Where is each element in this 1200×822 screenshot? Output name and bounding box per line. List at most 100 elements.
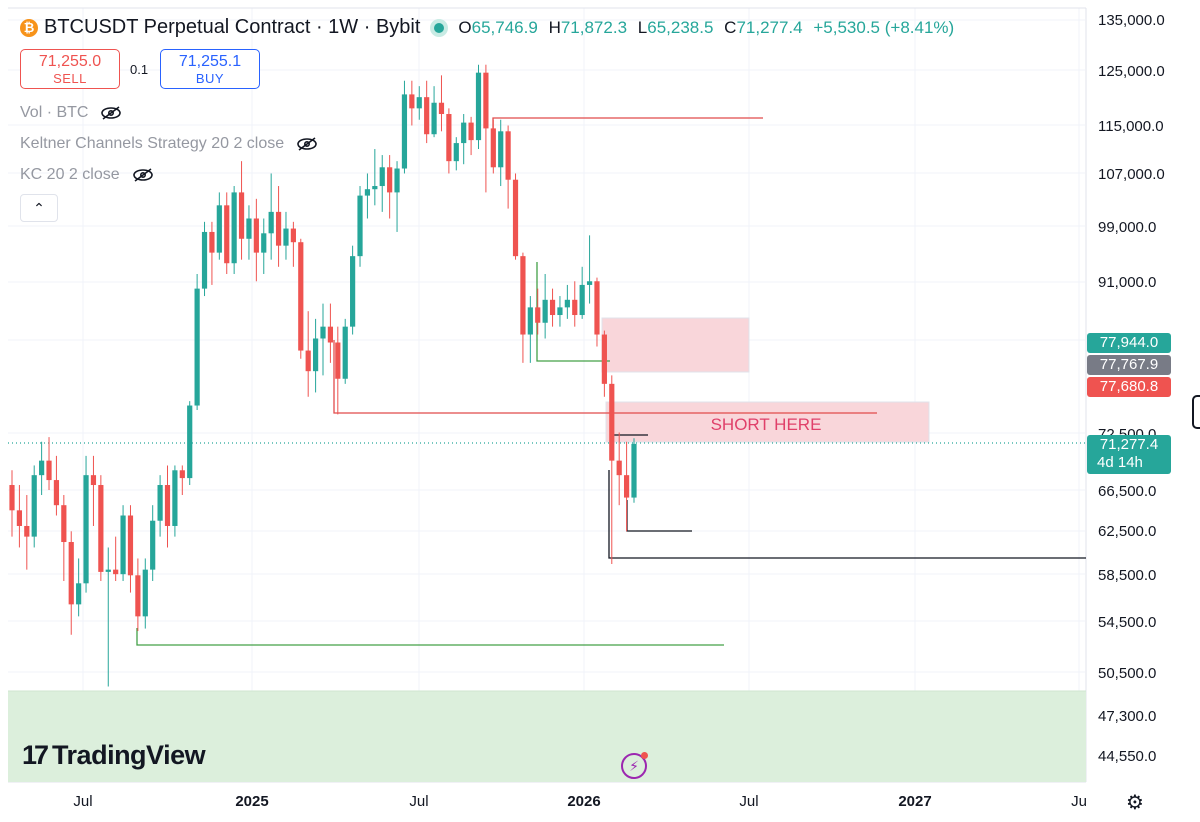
candle-body[interactable] bbox=[424, 97, 430, 135]
candle-body[interactable] bbox=[320, 326, 326, 339]
candles[interactable] bbox=[9, 64, 637, 687]
candle-body[interactable] bbox=[290, 228, 296, 243]
legend-vol[interactable]: Vol · BTC bbox=[20, 104, 122, 122]
legend-kc[interactable]: KC 20 2 close bbox=[20, 166, 154, 184]
candle-body[interactable] bbox=[216, 205, 222, 253]
demand-zone[interactable] bbox=[8, 691, 1086, 782]
supply-zone-upper[interactable] bbox=[601, 317, 750, 373]
candle-body[interactable] bbox=[409, 94, 415, 109]
candle-body[interactable] bbox=[335, 342, 341, 379]
candle-body[interactable] bbox=[549, 299, 556, 316]
hidden-eye-icon[interactable] bbox=[296, 137, 318, 151]
candle-body[interactable] bbox=[268, 211, 274, 234]
candle-body[interactable] bbox=[438, 102, 445, 115]
candle-body[interactable] bbox=[120, 515, 126, 575]
candle-body[interactable] bbox=[90, 475, 97, 486]
candle-body[interactable] bbox=[261, 233, 267, 253]
candle-body[interactable] bbox=[68, 542, 74, 605]
candle-body[interactable] bbox=[61, 505, 67, 543]
hidden-eye-icon[interactable] bbox=[100, 106, 122, 120]
candle-body[interactable] bbox=[379, 167, 385, 187]
candle-body[interactable] bbox=[579, 284, 585, 316]
candle-body[interactable] bbox=[535, 307, 541, 323]
hidden-eye-icon[interactable] bbox=[132, 168, 154, 182]
candle-body[interactable] bbox=[305, 350, 311, 372]
candle-body[interactable] bbox=[142, 569, 148, 617]
candle-body[interactable] bbox=[39, 460, 45, 476]
candle-body[interactable] bbox=[253, 218, 259, 253]
candle-body[interactable] bbox=[135, 575, 141, 617]
price-axis[interactable]: 135,000.0 125,000.0 115,000.0 107,000.0 … bbox=[1098, 12, 1165, 765]
candle-body[interactable] bbox=[586, 281, 593, 285]
candle-body[interactable] bbox=[594, 281, 600, 335]
symbol-title[interactable]: BTCUSDT Perpetual Contract · 1W · Bybit bbox=[44, 16, 421, 38]
candle-body[interactable] bbox=[527, 307, 533, 335]
candle-body[interactable] bbox=[557, 307, 563, 316]
candle-body[interactable] bbox=[179, 470, 185, 479]
candle-body[interactable] bbox=[238, 192, 245, 239]
candle-body[interactable] bbox=[150, 520, 156, 570]
buy-button[interactable]: 71,255.1 BUY bbox=[160, 49, 260, 89]
candle-body[interactable] bbox=[283, 228, 289, 246]
candle-body[interactable] bbox=[468, 122, 474, 141]
candle-body[interactable] bbox=[83, 475, 89, 584]
candle-body[interactable] bbox=[157, 485, 163, 521]
candle-body[interactable] bbox=[364, 189, 371, 196]
candle-body[interactable] bbox=[342, 326, 348, 379]
candle-body[interactable] bbox=[201, 231, 208, 289]
candle-body[interactable] bbox=[113, 569, 119, 575]
candle-body[interactable] bbox=[498, 131, 504, 168]
candle-body[interactable] bbox=[31, 475, 37, 537]
settings-gear-icon[interactable]: ⚙ bbox=[1126, 792, 1144, 814]
candle-body[interactable] bbox=[623, 475, 630, 498]
time-axis[interactable]: Jul 2025 Jul 2026 Jul 2027 Ju bbox=[73, 793, 1087, 810]
candle-body[interactable] bbox=[631, 443, 637, 498]
legend-keltner-strategy[interactable]: Keltner Channels Strategy 20 2 close bbox=[20, 135, 318, 153]
lightning-icon[interactable]: ⚡ bbox=[621, 752, 648, 779]
candle-body[interactable] bbox=[446, 114, 452, 162]
candle-body[interactable] bbox=[98, 485, 104, 572]
candle-body[interactable] bbox=[187, 405, 193, 479]
candle-body[interactable] bbox=[357, 195, 363, 257]
candle-body[interactable] bbox=[616, 460, 622, 476]
candle-body[interactable] bbox=[453, 143, 459, 162]
candle-body[interactable] bbox=[542, 299, 548, 323]
candle-body[interactable] bbox=[275, 211, 282, 246]
candle-body[interactable] bbox=[387, 167, 393, 193]
candle-body[interactable] bbox=[53, 480, 60, 506]
candle-body[interactable] bbox=[312, 338, 319, 372]
candle-body[interactable] bbox=[520, 256, 526, 335]
candle-body[interactable] bbox=[350, 256, 356, 327]
candle-body[interactable] bbox=[231, 192, 237, 264]
candle-body[interactable] bbox=[490, 128, 496, 168]
candle-body[interactable] bbox=[172, 470, 178, 526]
candle-body[interactable] bbox=[512, 179, 519, 257]
candle-body[interactable] bbox=[601, 334, 607, 384]
candle-body[interactable] bbox=[194, 288, 200, 406]
candle-body[interactable] bbox=[372, 186, 378, 190]
collapse-legend-button[interactable]: ⌃ bbox=[20, 194, 58, 222]
candle-body[interactable] bbox=[298, 242, 304, 351]
candle-body[interactable] bbox=[127, 515, 134, 576]
candle-body[interactable] bbox=[394, 168, 400, 193]
candle-body[interactable] bbox=[572, 299, 578, 316]
candle-body[interactable] bbox=[461, 122, 467, 144]
candle-body[interactable] bbox=[76, 583, 82, 605]
candle-body[interactable] bbox=[431, 102, 437, 135]
candle-body[interactable] bbox=[564, 299, 570, 308]
candle-body[interactable] bbox=[505, 131, 511, 180]
candle-body[interactable] bbox=[164, 485, 171, 526]
candle-body[interactable] bbox=[327, 326, 334, 343]
candle-body[interactable] bbox=[401, 94, 408, 169]
short-zone[interactable] bbox=[605, 401, 930, 443]
candle-body[interactable] bbox=[483, 72, 489, 129]
candle-body[interactable] bbox=[105, 569, 111, 572]
candle-body[interactable] bbox=[46, 460, 52, 481]
candle-body[interactable] bbox=[609, 383, 615, 461]
candle-body[interactable] bbox=[209, 231, 215, 253]
candle-body[interactable] bbox=[24, 525, 30, 537]
candle-body[interactable] bbox=[246, 218, 252, 239]
candle-body[interactable] bbox=[224, 205, 230, 264]
scroll-handle[interactable] bbox=[1192, 395, 1200, 429]
